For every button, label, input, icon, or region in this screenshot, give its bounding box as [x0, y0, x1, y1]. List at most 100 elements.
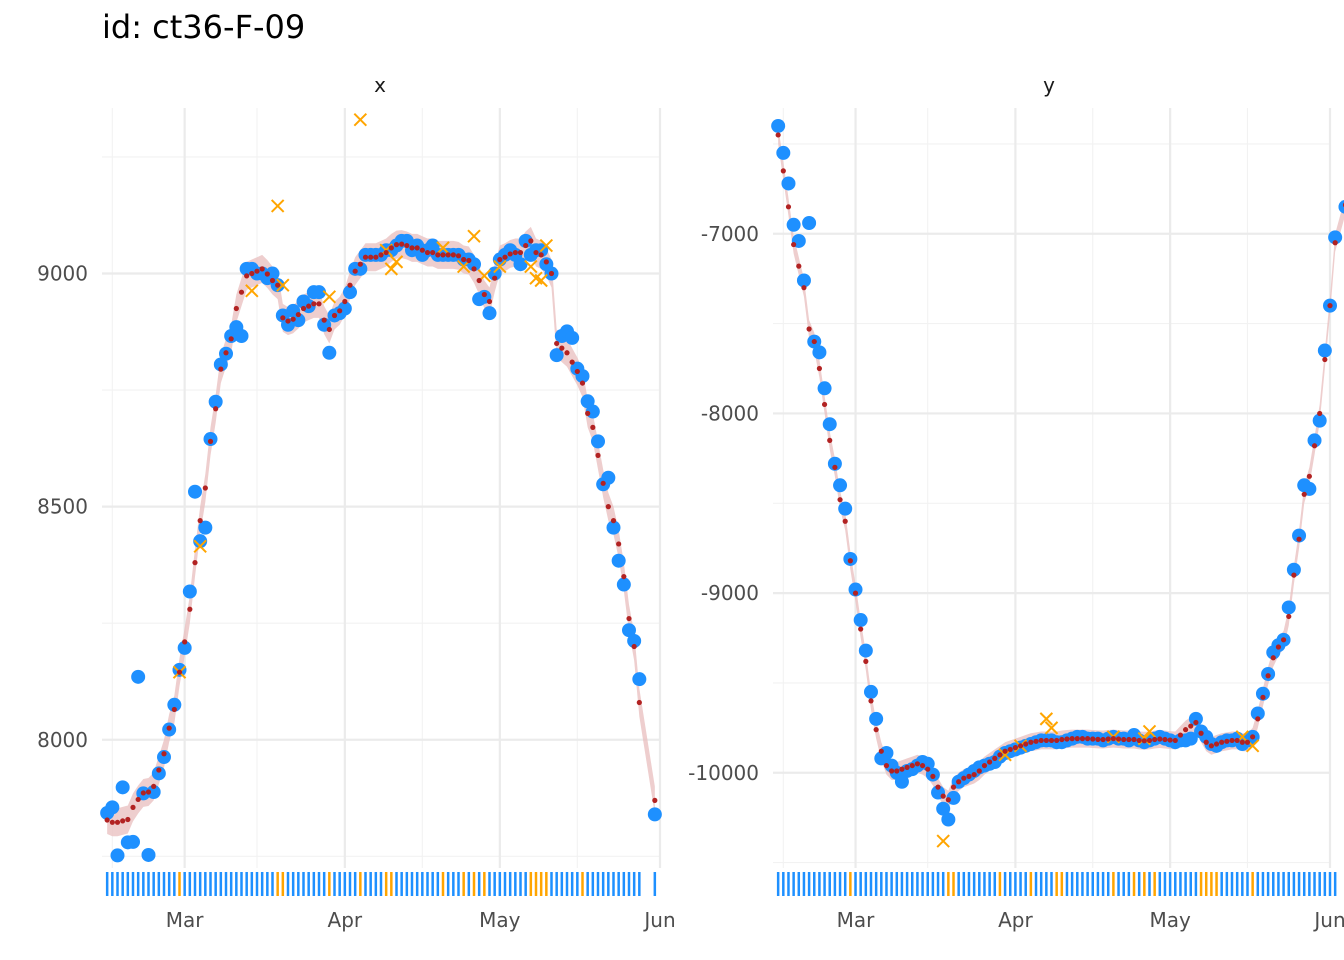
fitted-point — [1054, 737, 1060, 744]
outlier-stroke — [270, 199, 285, 213]
outlier-point — [467, 229, 481, 243]
fitted-point — [796, 263, 802, 269]
observed-point — [265, 266, 280, 281]
fitted-point — [1110, 736, 1116, 742]
fitted-point — [306, 303, 312, 309]
observed-point — [167, 697, 182, 712]
fitted-point — [961, 775, 967, 781]
outlier-point — [1142, 724, 1157, 739]
fitted-point — [1203, 739, 1209, 745]
panel-y-strip-label: y — [1043, 73, 1055, 97]
fitted-point — [140, 790, 146, 796]
observed-point — [141, 847, 156, 862]
observed-point — [611, 553, 626, 568]
fitted-point — [930, 773, 936, 779]
fitted-point — [285, 318, 291, 324]
fitted-point — [1121, 736, 1127, 743]
fitted-point — [1007, 746, 1013, 753]
outlier-point — [539, 238, 554, 253]
outlier-stroke — [245, 284, 259, 298]
observed-point — [126, 834, 140, 849]
fitted-point — [1043, 737, 1049, 744]
fitted-point — [533, 249, 539, 256]
outlier-point — [245, 284, 259, 298]
fitted-point — [207, 438, 214, 444]
outlier-series — [172, 112, 554, 679]
fitted-point — [409, 245, 415, 251]
fitted-point — [161, 751, 167, 757]
observed-point — [936, 801, 951, 816]
observed-point — [565, 330, 580, 345]
fitted-point — [233, 305, 239, 312]
fitted-point — [523, 242, 529, 249]
outlier-point — [936, 834, 950, 848]
outlier-point — [534, 273, 548, 288]
observed-point — [110, 848, 125, 863]
observed-point — [1255, 686, 1270, 701]
fitted-point — [1188, 723, 1194, 729]
fitted-point — [1017, 743, 1024, 749]
fitted-point — [945, 797, 951, 803]
observed-point — [771, 118, 786, 133]
outlier-stroke — [467, 229, 481, 243]
outlier-point — [276, 278, 290, 292]
observed-point — [869, 711, 884, 726]
fitted-point — [1208, 743, 1214, 749]
x-tick-label: Jun — [642, 908, 675, 932]
fitted-point — [244, 273, 250, 279]
observed-point — [1183, 731, 1198, 746]
observed-point — [198, 520, 213, 535]
observed-point — [776, 145, 791, 160]
fitted-point — [383, 249, 389, 256]
fitted-point — [801, 285, 807, 291]
observed-point — [1307, 433, 1322, 448]
outlier-point — [1044, 721, 1059, 735]
observed-point — [312, 285, 326, 300]
x-tick-label: Apr — [998, 908, 1033, 932]
y-tick-label: 9000 — [37, 262, 88, 286]
fitted-point — [919, 762, 926, 769]
observed-point — [591, 434, 605, 449]
fitted-point — [197, 518, 203, 524]
fitted-point — [1069, 736, 1075, 742]
fitted-point — [321, 317, 327, 323]
fitted-point — [791, 241, 797, 248]
y-tick-label: -10000 — [688, 761, 759, 785]
fitted-point — [135, 796, 141, 803]
observed-point — [848, 582, 863, 597]
observed-point — [647, 807, 662, 822]
fitted-point — [1038, 737, 1044, 744]
fitted-point — [585, 410, 591, 416]
observed-point — [291, 313, 306, 328]
fitted-point — [424, 249, 431, 256]
fitted-point — [1074, 736, 1080, 742]
fitted-point — [352, 268, 358, 274]
fitted-point — [290, 316, 296, 322]
fitted-point — [393, 242, 400, 248]
fitted-point — [171, 706, 177, 713]
fitted-point — [956, 779, 962, 785]
page-title: id: ct36-F-09 — [102, 8, 306, 46]
fitted-point — [1162, 736, 1168, 743]
outlier-stroke — [529, 271, 543, 285]
fitted-point — [378, 252, 384, 258]
fitted-point — [264, 271, 270, 277]
fitted-point — [543, 259, 549, 265]
fitted-point — [1085, 736, 1091, 742]
fitted-point — [1079, 736, 1086, 742]
observed-point — [796, 273, 811, 288]
fitted-point — [249, 270, 255, 277]
outlier-stroke — [936, 834, 950, 848]
fitted-point — [652, 797, 658, 803]
fitted-point — [600, 480, 606, 486]
fitted-point — [631, 643, 637, 650]
fitted-point — [295, 311, 301, 318]
fitted-point — [971, 771, 977, 778]
y-tick-label: -9000 — [701, 581, 759, 605]
fitted-point — [445, 252, 451, 258]
fitted-point — [858, 626, 864, 632]
observed-point — [131, 669, 146, 684]
observed-point — [786, 217, 801, 232]
fitted-point — [1219, 739, 1225, 745]
